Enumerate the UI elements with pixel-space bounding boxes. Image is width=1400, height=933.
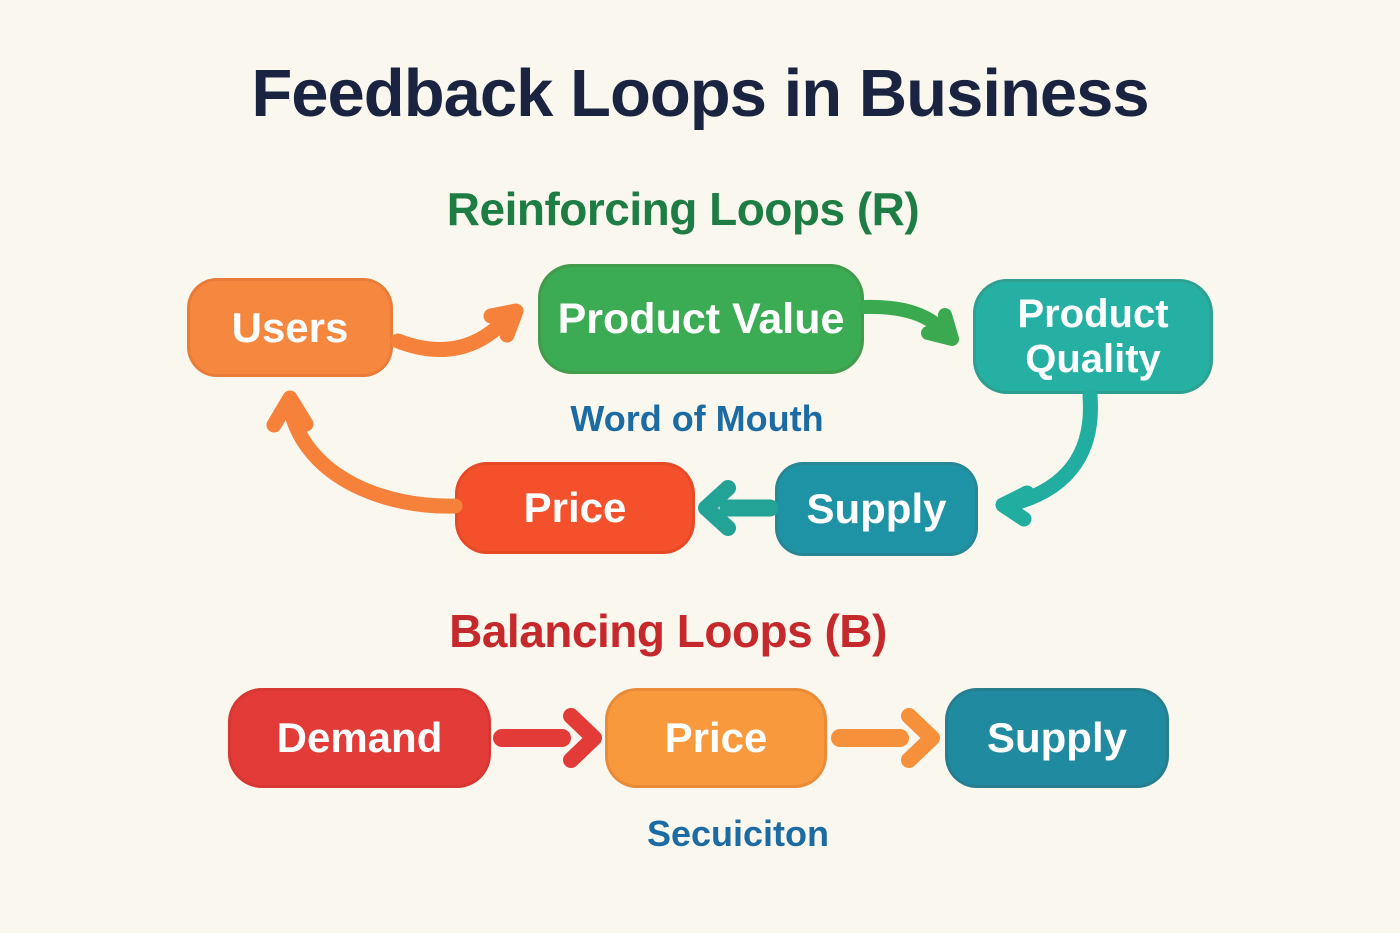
arrow-price-to-supply-head [901, 708, 940, 768]
balancing-annotation-label: Secuiciton [646, 813, 830, 854]
node-product-value: Product Value [538, 264, 864, 374]
node-price-reinforcing-label: Price [523, 484, 627, 532]
arrow-product-value-to-product-quality-head [921, 308, 959, 346]
node-users-label: Users [231, 303, 349, 351]
node-price-balancing-label: Price [664, 714, 768, 762]
node-demand: Demand [228, 688, 491, 788]
balancing-loops-heading: Balancing Loops (B) [449, 605, 887, 657]
node-supply-reinforcing-label: Supply [806, 485, 947, 533]
node-supply-balancing-label: Supply [986, 714, 1127, 762]
page-title: Feedback Loops in Business [251, 56, 1149, 131]
node-product-quality-label: Product Quality [1017, 291, 1169, 381]
node-demand-label: Demand [276, 714, 443, 762]
arrow-product-value-to-product-quality [858, 299, 952, 339]
arrow-users-to-product-value-head [483, 303, 524, 343]
arrow-product-quality-to-supply-head [995, 485, 1035, 527]
arrow-users-to-product-value [390, 311, 514, 358]
node-price-reinforcing: Price [455, 462, 695, 554]
node-product-value-label: Product Value [557, 294, 845, 343]
arrow-demand-to-price-head [563, 708, 602, 768]
arrow-supply-to-price-head [698, 480, 736, 536]
word-of-mouth-label: Word of Mouth [570, 398, 824, 439]
node-supply-reinforcing: Supply [775, 462, 978, 556]
reinforcing-loops-heading: Reinforcing Loops (R) [446, 183, 920, 235]
node-users: Users [187, 278, 393, 377]
node-supply-balancing: Supply [945, 688, 1169, 788]
node-price-balancing: Price [605, 688, 827, 788]
node-product-quality: Product Quality [973, 279, 1213, 394]
